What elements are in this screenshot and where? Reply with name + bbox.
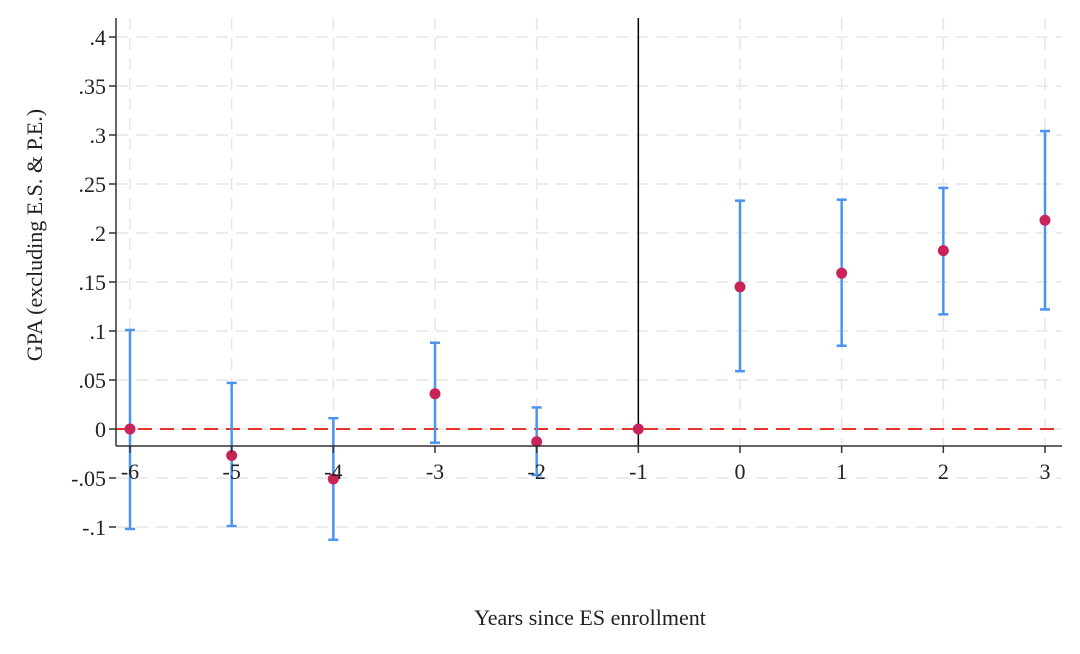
y-tick-label: .2 (90, 221, 107, 246)
reference-lines (116, 18, 1062, 446)
x-tick-label: 2 (938, 459, 949, 484)
data-marks (124, 129, 1051, 541)
data-point (836, 267, 848, 279)
data-point (124, 423, 136, 435)
axes: -.1 -.05 0 .05 .1 .15 .2 .25 .3 .35 .4 -6 -5 -4 -3 -2 -1… (71, 18, 1062, 540)
y-tick-label: 0 (95, 417, 106, 442)
y-tick-label: -.05 (71, 466, 106, 491)
y-tick-label: .05 (79, 368, 107, 393)
x-tick-label: 0 (735, 459, 746, 484)
y-tick-label: -.1 (82, 515, 106, 540)
data-point (327, 473, 339, 485)
x-tick-label: -3 (426, 459, 444, 484)
y-tick-label: .1 (90, 319, 107, 344)
y-axis-label: GPA (excluding E.S. & P.E.) (22, 109, 47, 361)
data-point (226, 449, 238, 461)
grid (116, 18, 1062, 528)
data-point (734, 281, 746, 293)
y-tick-label: .3 (90, 123, 107, 148)
x-axis-label: Years since ES enrollment (474, 605, 706, 630)
x-tick-label: 1 (836, 459, 847, 484)
y-tick-label: .35 (79, 74, 107, 99)
x-tick-label: -5 (223, 459, 241, 484)
data-point (531, 436, 543, 448)
y-tick-label: .4 (90, 25, 107, 50)
y-tick-label: .15 (79, 270, 107, 295)
data-point (632, 423, 644, 435)
y-tick-label: .25 (79, 172, 107, 197)
x-tick-label: 3 (1040, 459, 1051, 484)
x-tick-label: -1 (629, 459, 647, 484)
data-point (937, 245, 949, 257)
x-tick-label: -2 (528, 459, 546, 484)
x-tick-label: -4 (324, 459, 342, 484)
x-tick-label: -6 (121, 459, 139, 484)
data-point (429, 388, 441, 400)
data-point (1039, 214, 1051, 226)
